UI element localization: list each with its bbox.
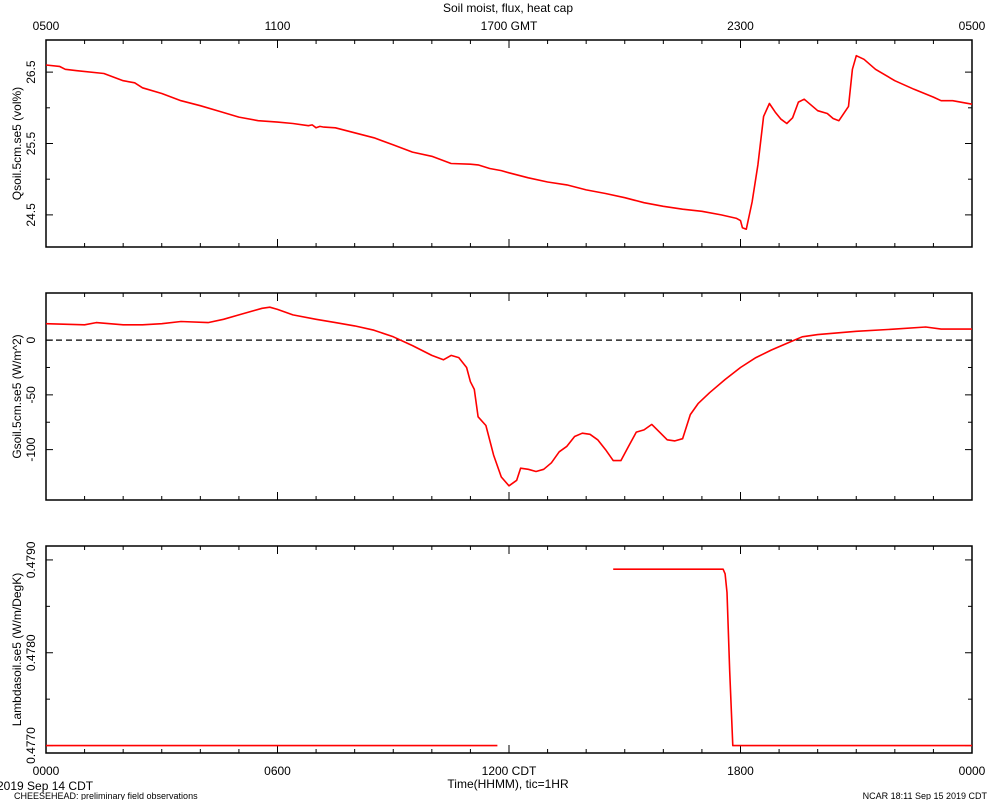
top-tick-label: 1100 bbox=[265, 19, 291, 33]
y-tick-label: 24.5 bbox=[24, 203, 38, 227]
series-line bbox=[45, 54, 973, 230]
footer-stamp: NCAR 18:11 Sep 15 2019 CDT bbox=[863, 791, 988, 800]
top-gmt-axis: 0500 1100 1700 GMT 2300 0500 bbox=[33, 19, 986, 33]
y-tick-label: 0.4770 bbox=[24, 727, 38, 764]
panel-frame bbox=[45, 292, 973, 501]
footer-date: 2019 Sep 14 CDT bbox=[0, 779, 94, 793]
top-tick-label: 0500 bbox=[959, 19, 986, 33]
series-line bbox=[613, 568, 972, 747]
bottom-tick-label: 0000 bbox=[959, 764, 986, 778]
bottom-tick-label: 0600 bbox=[264, 764, 291, 778]
bottom-tick-label: 0000 bbox=[33, 764, 60, 778]
series-line bbox=[45, 306, 972, 487]
y-axis-label: Gsoil.5cm.se5 (W/m^2) bbox=[10, 334, 24, 458]
y-axis-label: Qsoil.5cm.se5 (vol%) bbox=[10, 87, 24, 200]
bottom-tick-label: 1800 bbox=[727, 764, 754, 778]
x-axis-label: Time(HHMM), tic=1HR bbox=[447, 777, 569, 791]
bottom-cdt-axis: 0000 0600 1200 CDT 1800 0000 bbox=[33, 764, 986, 778]
panel-frame bbox=[45, 39, 973, 248]
top-tick-label: 2300 bbox=[727, 19, 754, 33]
footer-project: CHEESEHEAD: preliminary field observatio… bbox=[14, 791, 198, 800]
y-tick-label: 0.4780 bbox=[24, 634, 38, 671]
bottom-tick-label: 1200 CDT bbox=[482, 764, 537, 778]
top-tick-label: 1700 GMT bbox=[481, 19, 538, 33]
top-tick-label: 0500 bbox=[33, 19, 60, 33]
y-axis-label: Lambdasoil.se5 (W/m/DegK) bbox=[10, 573, 24, 726]
y-tick-label: 0 bbox=[24, 336, 38, 343]
y-tick-label: -50 bbox=[24, 386, 38, 404]
chart-title: Soil moist, flux, heat cap bbox=[443, 1, 573, 15]
panel-frame bbox=[45, 545, 973, 754]
y-tick-label: 25.5 bbox=[24, 131, 38, 155]
y-tick-label: 0.4790 bbox=[24, 541, 38, 578]
y-tick-label: -100 bbox=[24, 437, 38, 461]
y-tick-label: 26.5 bbox=[24, 60, 38, 84]
